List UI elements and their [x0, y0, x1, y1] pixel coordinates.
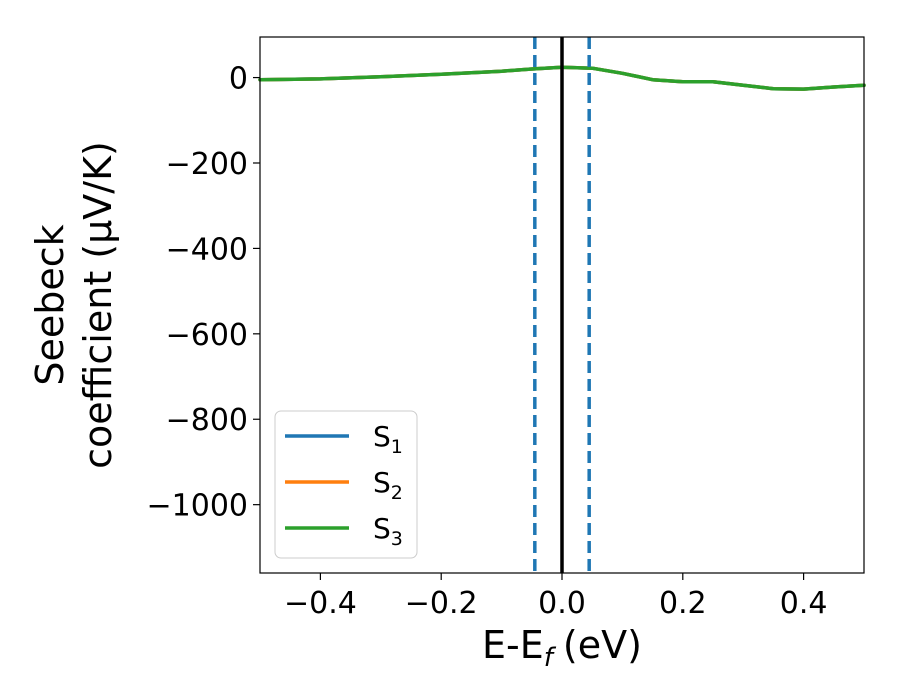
x-tick-label: 0.0 — [538, 586, 586, 621]
y-tick-label: −200 — [166, 147, 248, 182]
y-axis-ticks: 0 −200 −400 −600 −800 −1000 — [147, 62, 260, 524]
y-tick-label: 0 — [229, 62, 248, 97]
x-axis-label-unit: (eV) — [563, 623, 642, 667]
legend-label-s1: S1 — [373, 420, 403, 458]
legend-label-s3: S3 — [373, 512, 403, 550]
series-line-s3 — [258, 65, 866, 91]
legend-label-s2: S2 — [373, 466, 403, 504]
x-axis-label-subscript: f — [544, 643, 557, 673]
y-axis-label-line1: Seebeck — [28, 224, 72, 385]
legend-box — [274, 410, 418, 559]
y-tick-label: −600 — [166, 318, 248, 353]
x-axis-ticks: −0.4 −0.2 0.0 0.2 0.4 — [284, 573, 827, 621]
y-tick-label: −1000 — [147, 489, 248, 524]
x-tick-label: 0.2 — [659, 586, 707, 621]
x-axis-label: E-Ef (eV) — [482, 623, 642, 673]
y-axis-label-line2: coefficient (μV/K) — [76, 141, 120, 469]
y-axis-label: Seebeck coefficient (μV/K) — [28, 141, 120, 469]
x-axis-label-main: E-E — [482, 623, 544, 667]
x-tick-label: 0.4 — [780, 586, 828, 621]
x-tick-label: −0.2 — [405, 586, 478, 621]
x-tick-label: −0.4 — [284, 586, 357, 621]
plot-area — [258, 37, 866, 573]
y-tick-label: −400 — [166, 232, 248, 267]
y-tick-label: −800 — [166, 403, 248, 438]
legend: S1 S2 S3 — [274, 410, 418, 559]
